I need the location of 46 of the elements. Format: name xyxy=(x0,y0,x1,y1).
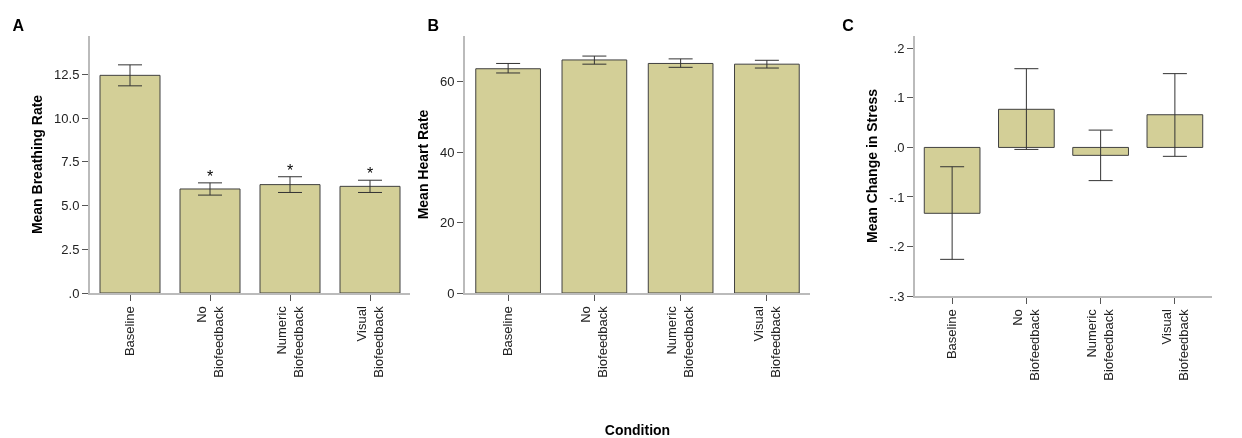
y-tick-label: 12.5 xyxy=(54,67,80,83)
bar xyxy=(998,108,1055,148)
x-axis-title: Condition xyxy=(604,422,671,438)
bar xyxy=(179,188,241,293)
x-tick-label: Baseline xyxy=(944,309,960,360)
x-tick-label: Visual Biofeedback xyxy=(750,305,783,378)
y-tick-label: .0 xyxy=(893,139,905,155)
annotation: * xyxy=(287,162,294,179)
y-tick-label: .2 xyxy=(893,40,905,56)
y-tick-label: 7.5 xyxy=(61,154,80,170)
y-tick-label: 40 xyxy=(439,144,455,160)
y-tick-label: 2.5 xyxy=(61,241,80,257)
bar xyxy=(1072,146,1129,156)
x-tick-label: Numeric Biofeedback xyxy=(273,305,306,378)
x-tick-label: No Biofeedback xyxy=(578,305,611,378)
x-tick-label: No Biofeedback xyxy=(1010,308,1043,381)
bar xyxy=(99,74,161,293)
y-axis-title: Mean Change in Stress xyxy=(864,88,881,244)
y-tick-label: 60 xyxy=(439,74,455,90)
bar xyxy=(339,185,401,293)
x-tick-label: No Biofeedback xyxy=(193,305,226,378)
x-tick-label: Visual Biofeedback xyxy=(353,305,386,378)
chart-title: B xyxy=(427,16,440,34)
y-tick-label: .1 xyxy=(893,90,905,106)
bar xyxy=(259,184,321,293)
x-tick-label: Baseline xyxy=(500,306,516,357)
chart-title: A xyxy=(12,16,25,34)
y-tick-label: 10.0 xyxy=(54,110,80,126)
y-tick-label: -.3 xyxy=(889,288,905,304)
y-axis-title: Mean Heart Rate xyxy=(415,109,432,220)
y-axis-title: Mean Breathing Rate xyxy=(29,94,46,235)
chart-title: C xyxy=(842,16,855,34)
x-tick-label: Baseline xyxy=(122,306,138,357)
y-tick-label: 5.0 xyxy=(61,198,80,214)
y-tick-label: 20 xyxy=(439,215,455,231)
y-tick-label: .0 xyxy=(68,285,80,301)
x-tick-label: Visual Biofeedback xyxy=(1158,308,1191,381)
y-tick-label: -.2 xyxy=(889,239,905,255)
y-tick-label: -.1 xyxy=(889,189,905,205)
annotation: * xyxy=(207,168,214,185)
y-tick-label: 0 xyxy=(447,285,455,301)
bar xyxy=(923,146,981,214)
bar xyxy=(1146,114,1204,148)
x-tick-label: Numeric Biofeedback xyxy=(1084,308,1117,381)
annotation: * xyxy=(367,165,374,182)
x-tick-label: Numeric Biofeedback xyxy=(664,305,697,378)
